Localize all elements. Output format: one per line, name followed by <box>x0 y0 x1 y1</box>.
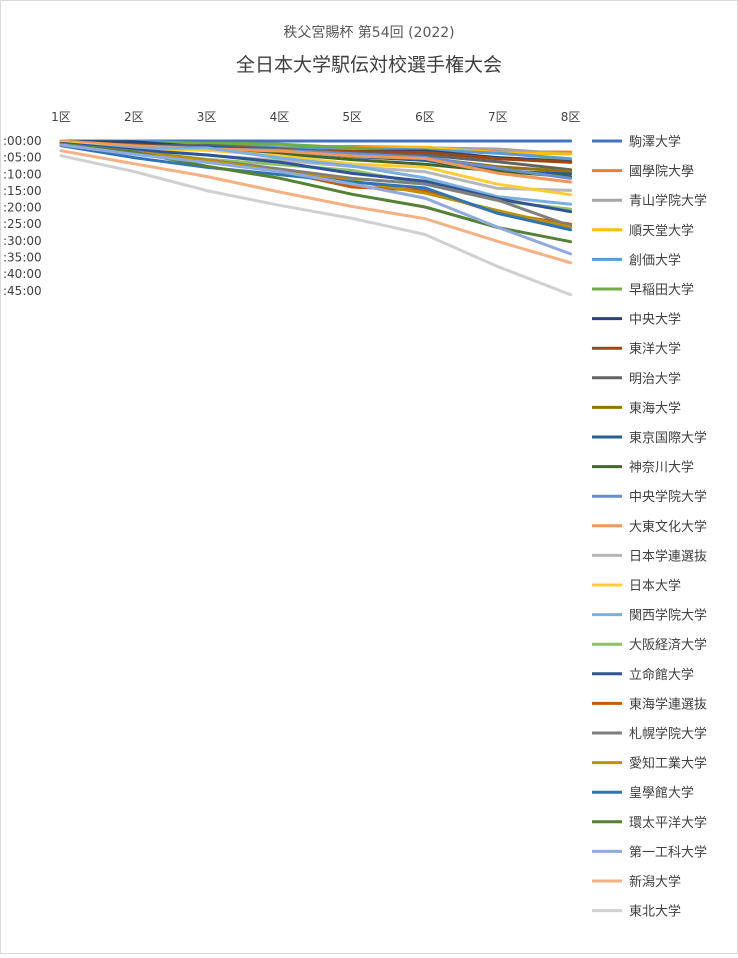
legend-item: 順天堂大学 <box>592 223 694 239</box>
series-line <box>59 154 573 297</box>
series-line <box>59 142 573 206</box>
legend-label: 環太平洋大学 <box>629 815 707 831</box>
legend-item: 創価大学 <box>592 252 681 268</box>
chart-title: 全日本大学駅伝対校選手権大会 <box>235 54 502 76</box>
y-tick-label: :15:00 <box>3 184 42 198</box>
legend-label: 東京国際大学 <box>629 430 707 446</box>
legend-item: 第一工科大学 <box>592 844 707 860</box>
legend-item: 日本大学 <box>592 578 681 594</box>
y-tick-label: :20:00 <box>3 201 42 215</box>
y-tick-label: :30:00 <box>3 234 42 248</box>
legend-label: 東海大学 <box>629 400 681 416</box>
y-tick-label: :35:00 <box>3 250 42 264</box>
x-tick-label: 2区 <box>124 110 144 124</box>
legend-label: 國學院大學 <box>629 165 694 180</box>
legend-label: 創価大学 <box>629 252 681 268</box>
series-line <box>59 139 573 184</box>
legend-label: 駒澤大学 <box>629 134 681 150</box>
legend-label: 順天堂大学 <box>629 223 694 239</box>
legend-label: 新潟大学 <box>629 874 681 890</box>
legend-item: 皇學館大学 <box>592 785 694 801</box>
legend-label: 立命館大学 <box>629 667 694 683</box>
x-tick-label: 6区 <box>415 110 435 124</box>
legend-label: 札幌学院大学 <box>629 726 707 742</box>
legend-item: 環太平洋大学 <box>592 815 707 831</box>
legend-label: 第一工科大学 <box>629 844 707 860</box>
legend-item: 関西学院大学 <box>592 608 707 624</box>
x-tick-label: 1区 <box>51 110 71 124</box>
legend: 駒澤大学國學院大學青山学院大学順天堂大学創価大学早稲田大学中央大学東洋大学明治大… <box>592 134 707 920</box>
legend-item: 神奈川大学 <box>592 460 694 476</box>
legend-item: 東北大学 <box>592 904 681 920</box>
legend-label: 明治大学 <box>629 371 681 387</box>
legend-label: 日本大学 <box>629 578 681 594</box>
legend-item: 立命館大学 <box>592 667 694 683</box>
legend-label: 東洋大学 <box>629 341 681 357</box>
x-tick-label: 8区 <box>561 110 581 124</box>
legend-label: 関西学院大学 <box>629 608 707 624</box>
legend-label: 愛知工業大学 <box>629 756 707 772</box>
legend-item: 駒澤大学 <box>592 134 681 150</box>
y-axis-ticks: :00:00 :05:00 :10:00 :15:00 :20:00 :25:00 :30:… <box>3 134 42 298</box>
legend-label: 大東文化大学 <box>629 519 707 535</box>
legend-label: 皇學館大学 <box>629 785 694 801</box>
y-tick-label: :10:00 <box>3 167 42 181</box>
legend-label: 東海学連選抜 <box>629 696 707 712</box>
legend-item: 東洋大学 <box>592 341 681 357</box>
legend-item: 大阪経済大学 <box>592 637 707 653</box>
series-line <box>59 143 573 256</box>
x-axis-ticks: 1区 2区 3区 4区 5区 6区 7区 8区 <box>51 110 580 124</box>
y-tick-label: :05:00 <box>3 151 42 165</box>
series-line <box>59 141 573 214</box>
legend-item: 東京国際大学 <box>592 430 707 446</box>
y-tick-label: :00:00 <box>3 134 42 148</box>
legend-item: 早稲田大学 <box>592 282 694 298</box>
y-tick-label: :45:00 <box>3 284 42 298</box>
chart-subtitle: 秩父宮賜杯 第54回 (2022) <box>283 25 455 41</box>
legend-item: 大東文化大学 <box>592 519 707 535</box>
y-tick-label: :25:00 <box>3 217 42 231</box>
legend-item: 中央学院大学 <box>592 489 707 505</box>
x-tick-label: 5区 <box>342 110 362 124</box>
legend-item: 青山学院大学 <box>592 193 707 209</box>
legend-item: 新潟大学 <box>592 874 681 890</box>
series-lines <box>59 139 573 297</box>
legend-item: 愛知工業大学 <box>592 756 707 772</box>
y-tick-label: :40:00 <box>3 267 42 281</box>
legend-label: 青山学院大学 <box>629 193 707 209</box>
x-tick-label: 3区 <box>197 110 217 124</box>
legend-item: 札幌学院大学 <box>592 726 707 742</box>
legend-item: 中央大学 <box>592 312 681 328</box>
legend-label: 中央学院大学 <box>629 489 707 505</box>
legend-item: 東海大学 <box>592 400 681 416</box>
x-tick-label: 4区 <box>270 110 290 124</box>
legend-label: 大阪経済大学 <box>629 637 707 653</box>
x-tick-label: 7区 <box>488 110 508 124</box>
legend-item: 明治大学 <box>592 371 681 387</box>
legend-label: 神奈川大学 <box>629 460 694 476</box>
legend-label: 東北大学 <box>629 904 681 920</box>
legend-item: 日本学連選抜 <box>592 548 707 564</box>
legend-item: 東海学連選抜 <box>592 696 707 712</box>
legend-label: 早稲田大学 <box>629 282 694 298</box>
series-line <box>59 149 573 265</box>
legend-item: 國學院大學 <box>592 165 694 180</box>
legend-label: 日本学連選抜 <box>629 548 707 564</box>
legend-label: 中央大学 <box>629 312 681 328</box>
